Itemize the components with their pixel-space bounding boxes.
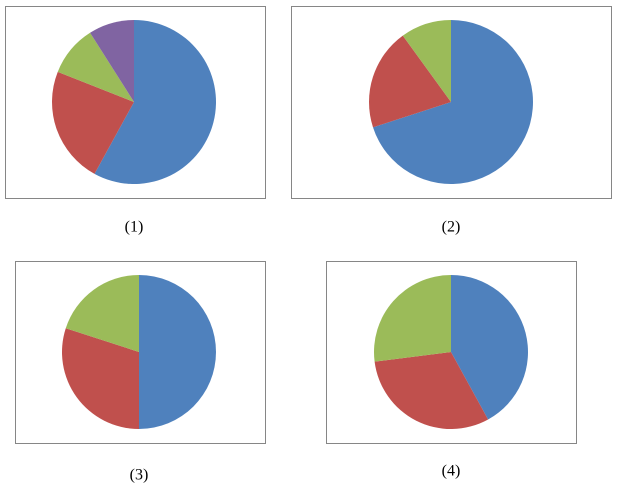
pie-slice [374,352,489,429]
caption: (2) [442,219,461,236]
pie-slice [57,32,134,103]
pie-slice [61,328,140,429]
pie-slice [90,20,134,102]
pie-slice [139,275,216,429]
caption: (3) [130,467,149,484]
pie-slice [373,20,533,184]
pie-slice [369,35,451,128]
pie-slice [51,71,134,174]
pie-slice [65,275,139,352]
pie-slice [374,274,451,362]
caption: (1) [125,219,144,236]
pie-slice [402,20,451,102]
pie-slice [451,275,529,420]
pie-slice [94,20,217,184]
caption: (4) [442,463,461,480]
